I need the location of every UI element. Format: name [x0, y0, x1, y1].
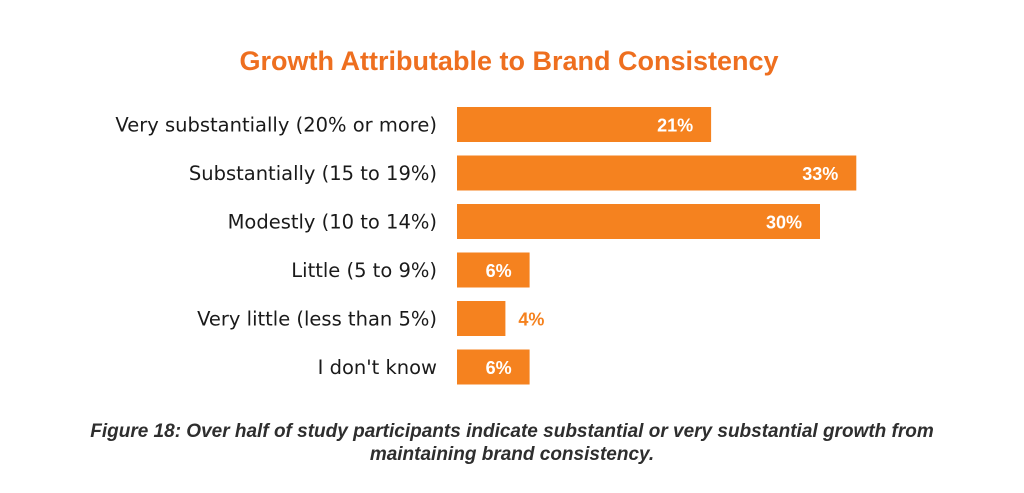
- bar: [457, 155, 857, 191]
- bar: [457, 301, 506, 336]
- figure-caption: Figure 18: Over half of study participan…: [90, 421, 934, 465]
- bar-value-label: 33%: [802, 164, 838, 184]
- bar: [457, 349, 530, 385]
- bar: [457, 252, 530, 288]
- category-label: I don't know: [318, 356, 437, 379]
- category-label: Very little (less than 5%): [197, 308, 437, 331]
- bar-value-label: 6%: [486, 358, 512, 378]
- bars-group: Very substantially (20% or more) 21% Subst…: [115, 107, 857, 385]
- bar: [457, 107, 712, 142]
- category-label: Very substantially (20% or more): [115, 114, 437, 137]
- bar-value-label: 21%: [657, 116, 693, 136]
- bar: [457, 204, 820, 239]
- bar-value-label: 4%: [518, 310, 544, 330]
- chart-title: Growth Attributable to Brand Consistency: [239, 46, 778, 76]
- bar-value-label: 30%: [766, 213, 802, 233]
- category-label: Modestly (10 to 14%): [228, 211, 437, 234]
- bar-value-label: 6%: [486, 261, 512, 281]
- category-label: Substantially (15 to 19%): [189, 162, 437, 185]
- category-label: Little (5 to 9%): [291, 259, 437, 282]
